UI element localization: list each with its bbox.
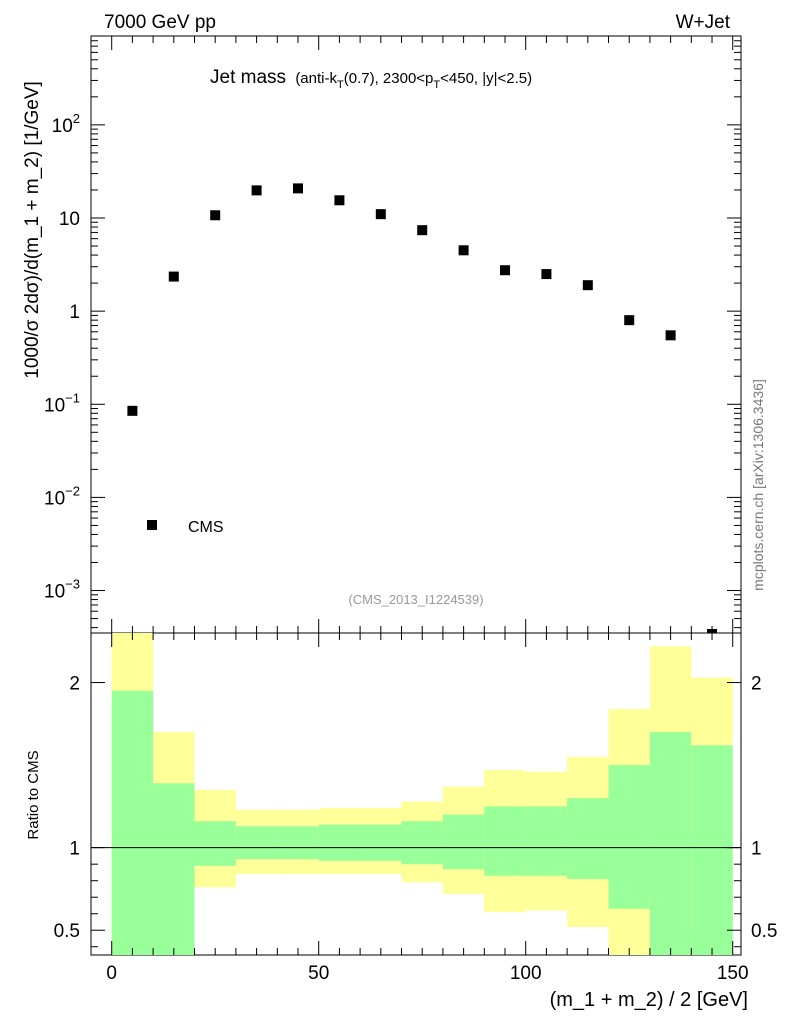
analysis-id: (CMS_2013_I1224539)	[348, 592, 483, 607]
ratio-xtick-label: 100	[510, 963, 542, 984]
main-ytick-label: 10−3	[44, 577, 80, 603]
data-point	[582, 280, 593, 291]
ratio-plot-frame	[90, 632, 742, 956]
svg-text:Jet mass (anti-kT(0.7),: Jet mass (anti-kT(0.7), 2300<pT<450, |y|…	[210, 67, 532, 91]
data-point	[210, 210, 221, 221]
plot-title: Jet mass (anti-kT(0.7), 2300<pT<450, |y|…	[210, 67, 532, 91]
header-process: W+Jet	[676, 12, 731, 33]
ratio-ylabel: Ratio to CMS	[25, 750, 42, 839]
ratio-band-stat	[277, 826, 319, 860]
main-ytick-label: 102	[52, 111, 80, 137]
ratio-axis-ticks	[91, 633, 741, 955]
legend-marker-cms	[147, 520, 157, 530]
title-sub-b: T	[337, 79, 344, 91]
main-ylabel: 1000/σ 2dσ)/d(m_1 + m_2) [1/GeV]	[22, 81, 43, 379]
data-point	[168, 271, 179, 282]
ratio-band-stat	[111, 690, 154, 955]
title-sub-e: <450, |y|<2.5)	[440, 70, 532, 87]
side-note: mcplots.cern.ch [arXiv:1306.3436]	[750, 379, 766, 591]
ratio-band-stat	[194, 821, 236, 866]
main-ytick-label: 10−1	[44, 390, 80, 416]
data-point	[500, 265, 511, 276]
ratio-band-stat	[649, 732, 692, 955]
ratio-band-stat	[153, 783, 195, 955]
title-sub-a: (anti-k	[295, 70, 337, 87]
main-axis-ticks	[91, 35, 741, 633]
data-point	[334, 195, 345, 206]
ratio-band-stat	[235, 826, 278, 860]
ratio-band-stat	[360, 824, 402, 861]
ratio-xtick-label: 50	[308, 963, 329, 984]
data-point	[624, 315, 635, 326]
ratio-band-stat	[318, 824, 361, 861]
ratio-y-tick-labels: 0.5 0.5 1 1 2 2	[54, 674, 778, 943]
ratio-band-stat	[484, 806, 526, 876]
main-ytick-label: 10	[59, 209, 80, 230]
data-point	[251, 185, 262, 196]
ratio-ytick-label-left: 1	[69, 839, 80, 860]
ratio-band-stat	[525, 806, 568, 876]
ratio-band-stat	[691, 745, 733, 955]
ratio-ytick-label-right: 1	[751, 839, 762, 860]
data-point	[707, 629, 718, 633]
main-data-points	[127, 183, 718, 633]
data-point	[417, 225, 428, 236]
data-point	[665, 330, 676, 341]
ratio-xlabel: (m_1 + m_2) / 2 [GeV]	[550, 989, 748, 1011]
ratio-bands	[111, 633, 733, 955]
ratio-band-stat	[608, 765, 650, 909]
title-main: Jet mass	[210, 67, 286, 88]
ratio-xtick-label: 150	[717, 963, 749, 984]
data-point	[375, 209, 386, 220]
ratio-xtick-label: 0	[106, 963, 117, 984]
title-sub-c: (0.7), 2300<p	[344, 70, 434, 87]
ratio-ytick-label-right: 2	[751, 674, 762, 695]
title-sub-d: T	[433, 79, 440, 91]
ratio-ytick-label-left: 0.5	[54, 921, 80, 942]
ratio-ytick-label-left: 2	[69, 674, 80, 695]
ratio-band-stat	[442, 814, 485, 870]
main-ytick-label: 1	[69, 302, 80, 323]
data-point	[127, 405, 138, 416]
ratio-ytick-label-right: 0.5	[751, 921, 777, 942]
ratio-x-tick-labels: 0 50 100 150	[106, 963, 748, 984]
main-plot-frame	[90, 35, 742, 634]
header-energy: 7000 GeV pp	[104, 12, 216, 33]
data-point	[458, 245, 469, 256]
data-point	[293, 183, 304, 194]
main-ytick-label: 10−2	[44, 483, 80, 509]
legend-label-cms: CMS	[188, 519, 224, 536]
ratio-band-stat	[401, 821, 443, 865]
ratio-band-stat	[567, 798, 609, 880]
main-y-tick-labels: 10−3 10−2 10−1 1 10 102	[44, 111, 80, 603]
data-point	[541, 269, 552, 280]
